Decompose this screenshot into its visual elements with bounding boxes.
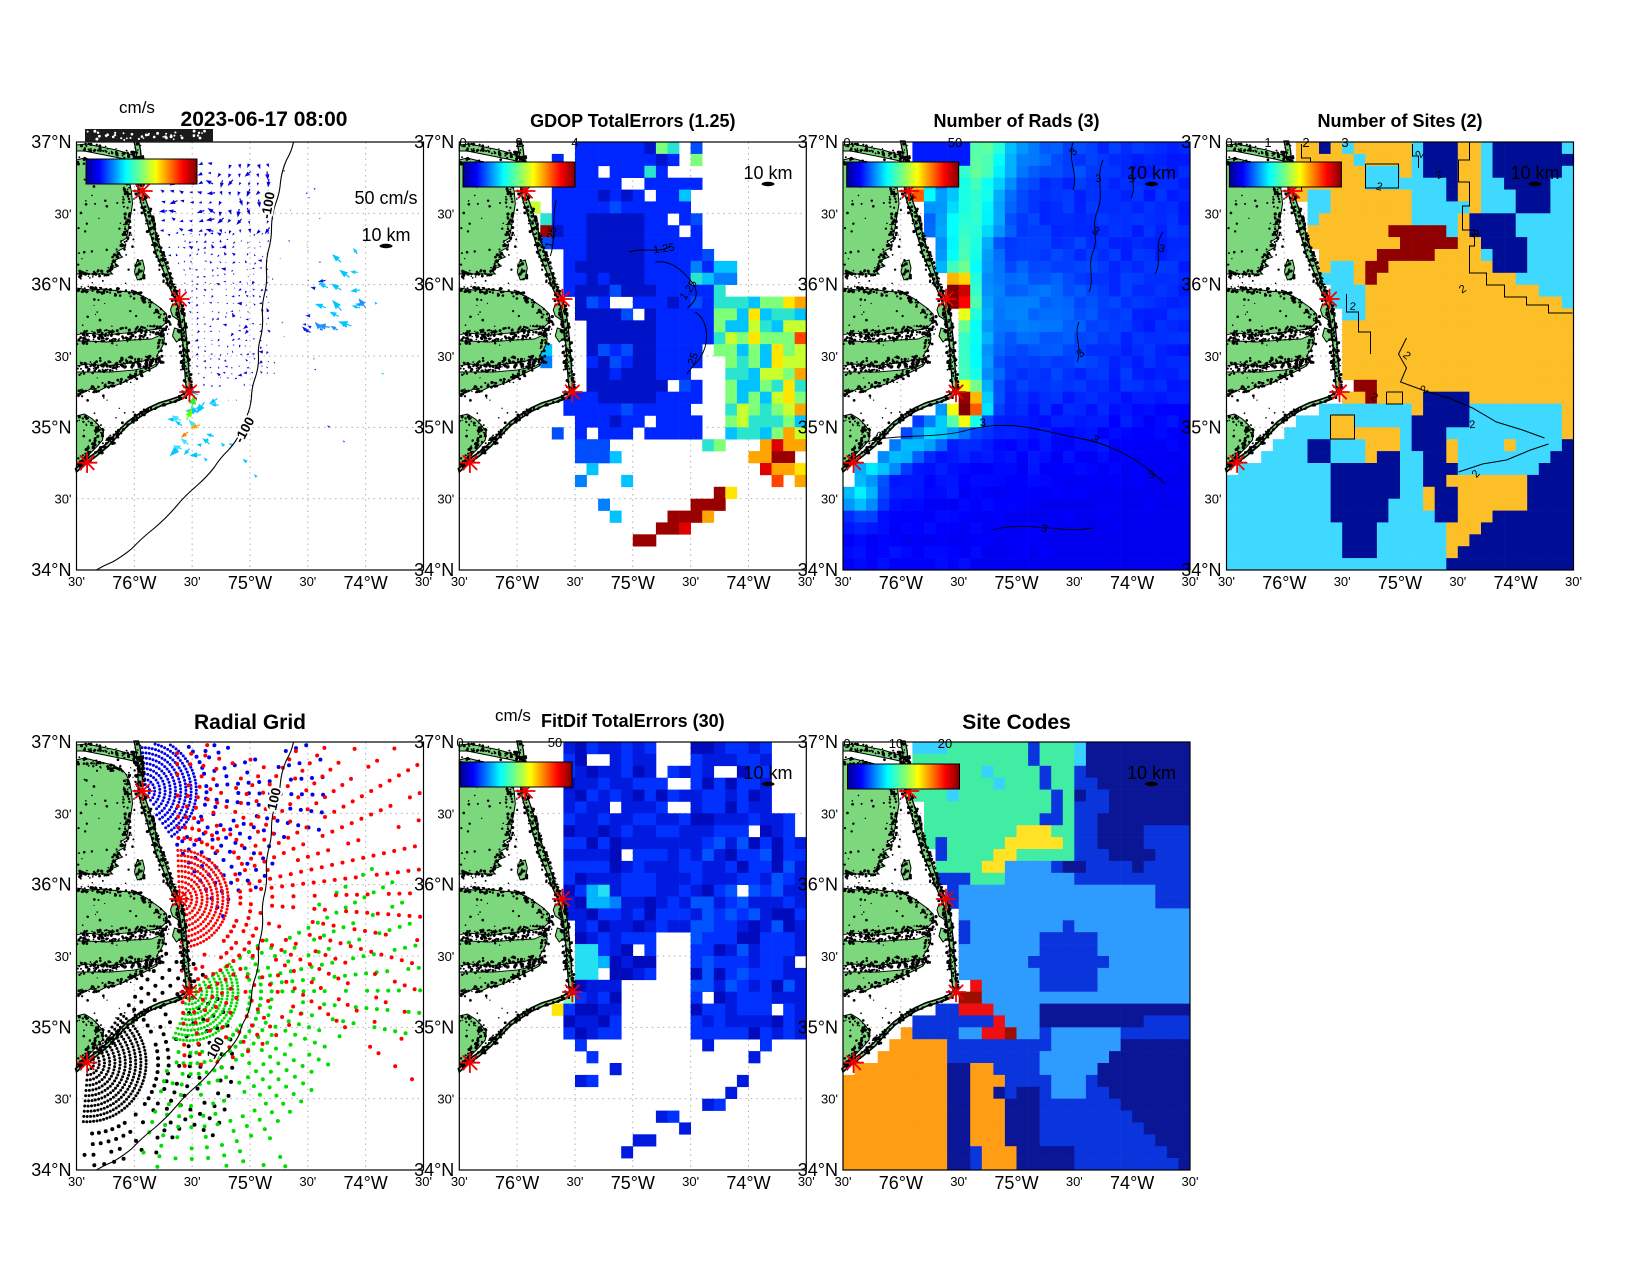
svg-text:36°N: 36°N — [414, 275, 454, 295]
svg-text:75°W: 75°W — [611, 573, 655, 593]
svg-text:30': 30' — [566, 574, 583, 589]
svg-text:37°N: 37°N — [31, 132, 71, 152]
svg-text:30': 30' — [299, 574, 316, 589]
svg-text:30': 30' — [437, 492, 454, 507]
svg-text:74°W: 74°W — [726, 573, 770, 593]
svg-text:-100: -100 — [258, 191, 277, 220]
svg-text:30': 30' — [451, 574, 468, 589]
svg-text:76°W: 76°W — [495, 573, 539, 593]
svg-text:36°N: 36°N — [31, 275, 71, 295]
svg-text:30': 30' — [437, 206, 454, 221]
svg-text:30': 30' — [68, 574, 85, 589]
svg-text:30': 30' — [682, 574, 699, 589]
svg-text:-100: -100 — [232, 414, 258, 445]
svg-text:35°N: 35°N — [414, 417, 454, 437]
svg-text:30': 30' — [55, 349, 72, 364]
svg-text:34°N: 34°N — [414, 560, 454, 580]
svg-text:30': 30' — [415, 574, 432, 589]
svg-text:34°N: 34°N — [31, 560, 71, 580]
svg-text:30': 30' — [55, 492, 72, 507]
svg-text:74°W: 74°W — [344, 573, 388, 593]
svg-text:37°N: 37°N — [414, 132, 454, 152]
svg-text:76°W: 76°W — [112, 573, 156, 593]
svg-text:30': 30' — [437, 349, 454, 364]
svg-text:30': 30' — [55, 206, 72, 221]
svg-text:30': 30' — [184, 574, 201, 589]
svg-text:75°W: 75°W — [228, 573, 272, 593]
svg-text:35°N: 35°N — [31, 417, 71, 437]
